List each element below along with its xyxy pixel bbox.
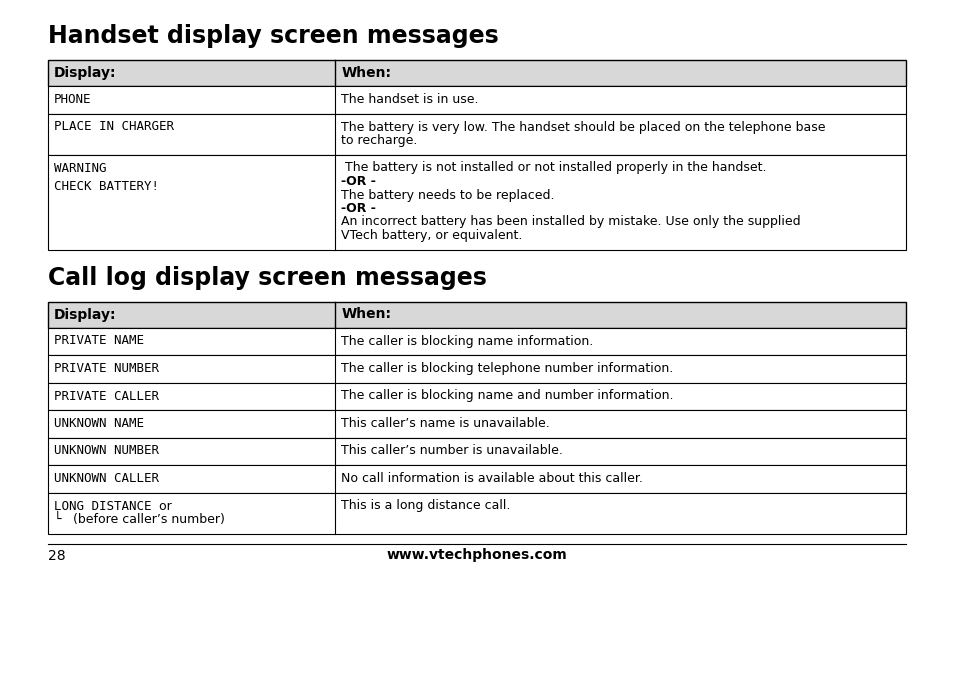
Bar [48,327,905,355]
Bar [48,465,905,492]
Text: The caller is blocking telephone number information.: The caller is blocking telephone number … [341,362,673,375]
Bar [48,383,905,410]
Text: └: └ [54,513,61,526]
Text: UNKNOWN CALLER: UNKNOWN CALLER [54,472,159,485]
Text: This caller’s number is unavailable.: This caller’s number is unavailable. [341,445,562,458]
Text: WARNING
CHECK BATTERY!: WARNING CHECK BATTERY! [54,162,159,192]
Text: No call information is available about this caller.: No call information is available about t… [341,472,642,485]
Text: When:: When: [341,66,391,80]
Text: or: or [154,499,172,512]
Text: This is a long distance call.: This is a long distance call. [341,499,510,512]
Bar [48,410,905,437]
Text: www.vtechphones.com: www.vtechphones.com [386,548,567,563]
Text: The battery is not installed or not installed properly in the handset.: The battery is not installed or not inst… [341,162,766,175]
Text: UNKNOWN NUMBER: UNKNOWN NUMBER [54,445,159,458]
Text: UNKNOWN NAME: UNKNOWN NAME [54,417,144,430]
Text: PRIVATE NAME: PRIVATE NAME [54,334,144,348]
Bar [48,155,905,250]
Bar [48,355,905,383]
Text: The battery is very low. The handset should be placed on the telephone base: The battery is very low. The handset sho… [341,121,825,134]
Bar [48,60,905,86]
Text: Handset display screen messages: Handset display screen messages [48,24,498,48]
Text: LONG DISTANCE: LONG DISTANCE [54,499,159,512]
Text: Call log display screen messages: Call log display screen messages [48,265,486,289]
Text: Display:: Display: [54,66,116,80]
Text: to recharge.: to recharge. [341,134,417,147]
Text: VTech battery, or equivalent.: VTech battery, or equivalent. [341,229,522,242]
Bar [48,437,905,465]
Text: -OR -: -OR - [341,202,375,215]
Text: PRIVATE NUMBER: PRIVATE NUMBER [54,362,159,375]
Text: (before caller’s number): (before caller’s number) [65,513,225,526]
Bar [48,113,905,155]
Text: -OR -: -OR - [341,175,375,188]
Text: The caller is blocking name information.: The caller is blocking name information. [341,334,593,348]
Text: The battery needs to be replaced.: The battery needs to be replaced. [341,188,555,201]
Text: Display:: Display: [54,308,116,321]
Text: 28: 28 [48,548,66,563]
Text: The caller is blocking name and number information.: The caller is blocking name and number i… [341,389,673,402]
Text: PLACE IN CHARGER: PLACE IN CHARGER [54,121,173,134]
Bar [48,492,905,533]
Text: PHONE: PHONE [54,93,91,106]
Text: PRIVATE CALLER: PRIVATE CALLER [54,389,159,402]
Bar [48,301,905,327]
Text: This caller’s name is unavailable.: This caller’s name is unavailable. [341,417,550,430]
Bar [48,86,905,113]
Text: When:: When: [341,308,391,321]
Text: An incorrect battery has been installed by mistake. Use only the supplied: An incorrect battery has been installed … [341,216,801,228]
Text: The handset is in use.: The handset is in use. [341,93,478,106]
